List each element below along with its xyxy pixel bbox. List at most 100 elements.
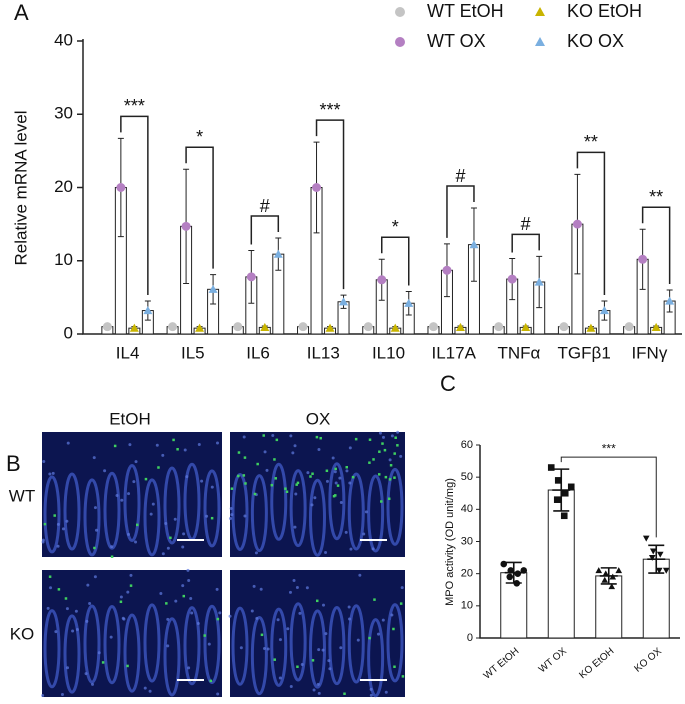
data-point: [500, 560, 508, 568]
nucleus: [183, 448, 187, 452]
nucleus: [347, 605, 351, 609]
nucleus: [143, 686, 147, 690]
legend-label: KO EtOH: [567, 1, 642, 21]
nucleus: [388, 458, 392, 462]
panel-label: C: [440, 371, 456, 396]
nucleus: [369, 687, 373, 691]
stain: [172, 438, 175, 442]
crypt: [123, 613, 141, 693]
nucleus: [348, 617, 352, 621]
nucleus: [126, 590, 130, 594]
nucleus: [151, 502, 155, 506]
data-point: [506, 573, 514, 581]
crypt: [386, 467, 404, 546]
nucleus: [205, 514, 209, 518]
stain: [176, 448, 179, 451]
nucleus: [390, 613, 394, 617]
stain: [274, 477, 277, 480]
nucleus: [262, 647, 266, 651]
stain: [325, 469, 329, 473]
nucleus: [132, 480, 136, 484]
stain: [203, 634, 206, 637]
nucleus: [288, 590, 292, 594]
stain: [256, 462, 259, 466]
stain: [309, 475, 312, 478]
y-tick-label: 40: [461, 503, 473, 515]
nucleus: [65, 519, 69, 523]
nucleus: [61, 527, 65, 531]
stain: [311, 472, 314, 475]
data-point: [547, 464, 555, 471]
stain: [396, 444, 399, 447]
nucleus: [75, 628, 79, 632]
stain: [169, 536, 172, 540]
legend-label: KO OX: [567, 31, 624, 51]
error-bar: [552, 468, 571, 512]
nucleus: [328, 667, 332, 671]
nucleus: [56, 522, 60, 526]
x-tick-label: IL4: [116, 343, 140, 362]
nucleus: [182, 532, 186, 536]
stain: [129, 584, 133, 587]
nucleus: [255, 616, 259, 620]
significance: *: [196, 127, 203, 147]
data-point: [595, 567, 603, 574]
stain: [182, 594, 186, 598]
nucleus: [95, 528, 99, 532]
nucleus: [159, 592, 163, 596]
nucleus: [266, 647, 270, 651]
nucleus: [324, 632, 328, 636]
x-tick-label: WT EtOH: [482, 646, 522, 682]
nucleus: [84, 672, 88, 676]
mean-marker: [195, 323, 205, 332]
nucleus: [200, 479, 204, 483]
crypt: [43, 609, 61, 689]
crypt: [386, 603, 404, 683]
crypt: [347, 604, 365, 684]
stain: [380, 500, 383, 503]
nucleus: [400, 586, 404, 590]
nucleus: [120, 498, 124, 502]
nucleus: [207, 642, 211, 646]
row-label: WT: [9, 486, 35, 505]
nucleus: [333, 470, 337, 474]
mean-marker: [298, 322, 308, 332]
nucleus: [181, 545, 185, 549]
stain: [373, 598, 376, 601]
significance: ***: [124, 96, 145, 116]
nucleus: [358, 573, 362, 577]
stain: [260, 633, 264, 637]
nucleus: [126, 532, 130, 536]
x-tick-label: IL13: [307, 343, 340, 362]
nucleus: [381, 618, 385, 622]
stain: [388, 478, 392, 481]
mean-marker: [116, 183, 126, 192]
stain: [285, 490, 289, 493]
nucleus: [88, 601, 92, 605]
x-tick-label: IFNγ: [631, 343, 667, 362]
nucleus: [186, 568, 190, 572]
mean-marker: [325, 323, 335, 332]
mean-marker: [377, 275, 387, 285]
mean-marker: [260, 322, 270, 332]
data-point: [642, 535, 650, 542]
stain: [372, 458, 375, 461]
stain: [319, 436, 322, 440]
nucleus: [289, 684, 293, 688]
significance-bracket: [641, 206, 671, 285]
micrograph: [42, 570, 222, 697]
data-point: [662, 567, 670, 574]
crypt: [123, 464, 141, 543]
stain: [64, 597, 68, 600]
data-point: [649, 548, 657, 555]
nucleus: [252, 584, 256, 588]
nucleus: [51, 471, 55, 475]
nucleus: [271, 434, 275, 438]
nucleus: [229, 506, 233, 510]
nucleus: [371, 547, 375, 551]
significance: #: [260, 196, 270, 216]
nucleus: [331, 456, 335, 460]
stain: [387, 497, 391, 501]
crypt: [367, 474, 385, 553]
